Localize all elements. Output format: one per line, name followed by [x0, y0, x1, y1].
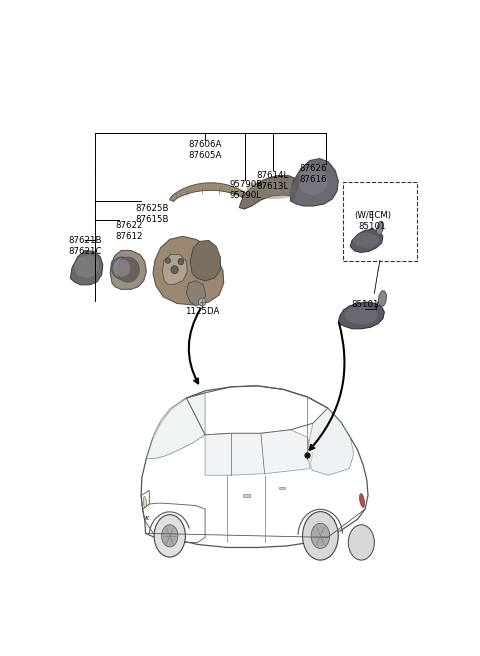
Text: 87626
87616: 87626 87616: [299, 163, 327, 184]
Ellipse shape: [171, 266, 178, 274]
Text: 87614L
87613L: 87614L 87613L: [256, 171, 288, 191]
Circle shape: [311, 523, 330, 548]
Ellipse shape: [114, 260, 130, 277]
Polygon shape: [110, 251, 146, 289]
Ellipse shape: [298, 167, 328, 195]
Text: 95790R
95790L: 95790R 95790L: [229, 180, 263, 200]
Circle shape: [348, 525, 374, 560]
Polygon shape: [350, 229, 383, 253]
Polygon shape: [240, 176, 302, 209]
Ellipse shape: [112, 257, 132, 279]
Ellipse shape: [246, 180, 297, 199]
Text: 87606A
87605A: 87606A 87605A: [188, 140, 222, 161]
Polygon shape: [307, 408, 354, 475]
Ellipse shape: [353, 233, 379, 248]
Text: 1125DA: 1125DA: [185, 307, 219, 316]
Circle shape: [154, 515, 185, 557]
Text: 87625B
87615B: 87625B 87615B: [135, 204, 169, 224]
Polygon shape: [205, 430, 313, 475]
Ellipse shape: [144, 497, 146, 508]
Text: 85101: 85101: [351, 300, 379, 309]
Text: K: K: [145, 516, 150, 521]
Polygon shape: [378, 291, 386, 306]
Ellipse shape: [345, 306, 378, 324]
Polygon shape: [290, 174, 301, 201]
Bar: [279, 487, 286, 489]
Polygon shape: [190, 240, 221, 281]
Ellipse shape: [178, 258, 184, 265]
Ellipse shape: [360, 493, 365, 507]
Text: 87622
87612: 87622 87612: [115, 221, 143, 241]
Circle shape: [302, 512, 338, 560]
Polygon shape: [71, 251, 103, 285]
Bar: [343, 182, 417, 260]
Polygon shape: [338, 302, 384, 329]
Polygon shape: [170, 183, 252, 201]
Bar: [243, 495, 250, 497]
Ellipse shape: [165, 258, 170, 264]
Circle shape: [162, 525, 178, 547]
Ellipse shape: [74, 255, 99, 277]
Ellipse shape: [117, 257, 139, 282]
Polygon shape: [290, 159, 338, 206]
Polygon shape: [146, 393, 205, 459]
Polygon shape: [376, 221, 384, 234]
Polygon shape: [153, 236, 224, 305]
Ellipse shape: [198, 298, 206, 306]
Text: (W/ECM)
85101: (W/ECM) 85101: [354, 211, 391, 231]
Polygon shape: [162, 255, 187, 284]
Polygon shape: [186, 281, 206, 306]
Text: 87621B
87621C: 87621B 87621C: [69, 236, 102, 256]
